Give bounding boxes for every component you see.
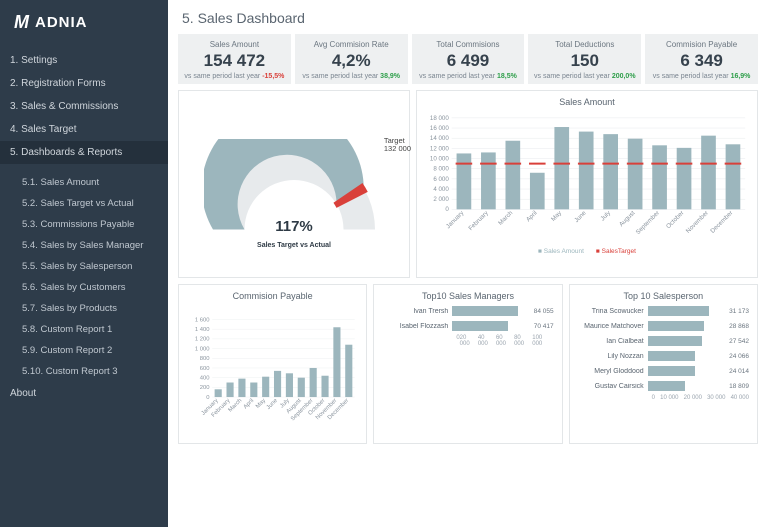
- hbar-row-5: Gustav Cairsick 18 809: [578, 380, 749, 392]
- svg-text:600: 600: [200, 366, 211, 372]
- hbar-row-3: Lily Nozzan 24 066: [578, 350, 749, 362]
- page-title: 5. Sales Dashboard: [168, 0, 768, 34]
- svg-text:September: September: [635, 210, 661, 236]
- sidebar-subitem-4[interactable]: 5.5. Sales by Salesperson: [0, 256, 168, 277]
- gauge-subtitle: Sales Target vs Actual: [204, 242, 384, 249]
- svg-text:1 200: 1 200: [195, 337, 210, 343]
- top-salesperson-card: Top 10 Salesperson Trina Scowucker 31 17…: [569, 284, 758, 444]
- sidebar-item-2[interactable]: 3. Sales & Commissions: [0, 95, 168, 118]
- sidebar-item-3[interactable]: 4. Sales Target: [0, 118, 168, 141]
- svg-text:October: October: [665, 210, 686, 231]
- hbar-row-0: Trina Scowucker 31 173: [578, 305, 749, 317]
- top-salesperson-title: Top 10 Salesperson: [578, 291, 749, 301]
- nav-sub: 5.1. Sales Amount5.2. Sales Target vs Ac…: [0, 172, 168, 382]
- sales-legend: Sales Amount SalesTarget: [425, 248, 749, 255]
- svg-text:10 000: 10 000: [430, 155, 449, 162]
- svg-text:200: 200: [200, 385, 211, 391]
- svg-text:December: December: [709, 210, 734, 235]
- svg-text:August: August: [618, 209, 637, 228]
- top-salesperson-chart: Trina Scowucker 31 173 Maurice Matchover…: [578, 305, 749, 401]
- svg-text:March: March: [228, 398, 244, 414]
- svg-text:0: 0: [206, 395, 210, 401]
- commission-title: Commision Payable: [187, 291, 358, 301]
- gauge-card: 117% Sales Target vs Actual Target 132 0…: [178, 90, 410, 278]
- svg-text:400: 400: [200, 375, 211, 381]
- hbar-row-1: Maurice Matchover 28 868: [578, 320, 749, 332]
- svg-text:April: April: [243, 398, 256, 411]
- svg-text:0: 0: [445, 206, 449, 213]
- svg-text:February: February: [467, 209, 490, 232]
- sidebar-subitem-7[interactable]: 5.8. Custom Report 1: [0, 319, 168, 340]
- svg-text:June: June: [266, 398, 279, 411]
- sales-amount-chart: 0 2 000 4 000 6 000 8 000 10 000 12 000 14 000 1…: [425, 111, 749, 241]
- sidebar-footer[interactable]: About: [0, 382, 168, 405]
- svg-text:April: April: [525, 210, 539, 224]
- gauge: 117% Sales Target vs Actual: [204, 139, 384, 239]
- hbar-row-2: Ian Cialbeat 27 542: [578, 335, 749, 347]
- sidebar-subitem-6[interactable]: 5.7. Sales by Products: [0, 298, 168, 319]
- kpi-0: Sales Amount 154 472 vs same period last…: [178, 34, 291, 84]
- kpi-1: Avg Commision Rate 4,2% vs same period l…: [295, 34, 408, 84]
- svg-text:12 000: 12 000: [430, 145, 449, 152]
- logo-text: ADNIA: [35, 14, 88, 31]
- kpi-4: Commision Payable 6 349 vs same period l…: [645, 34, 758, 84]
- svg-text:2 000: 2 000: [433, 196, 449, 203]
- hbar-row-4: Meryl Gloddood 24 014: [578, 365, 749, 377]
- sidebar: M ADNIA 1. Settings2. Registration Forms…: [0, 0, 168, 527]
- svg-text:1 000: 1 000: [195, 346, 210, 352]
- main: 5. Sales Dashboard Sales Amount 154 472 …: [168, 0, 768, 527]
- svg-text:18 000: 18 000: [430, 115, 449, 122]
- sidebar-item-4[interactable]: 5. Dashboards & Reports: [0, 141, 168, 164]
- svg-text:14 000: 14 000: [430, 135, 449, 142]
- kpi-3: Total Deductions 150 vs same period last…: [528, 34, 641, 84]
- svg-text:May: May: [550, 209, 564, 223]
- top-managers-card: Top10 Sales Managers Ivan Trersh 84 055 …: [373, 284, 562, 444]
- sidebar-subitem-9[interactable]: 5.10. Custom Report 3: [0, 361, 168, 382]
- sidebar-subitem-8[interactable]: 5.9. Custom Report 2: [0, 340, 168, 361]
- svg-text:May: May: [255, 398, 267, 410]
- svg-text:July: July: [599, 209, 612, 222]
- top-managers-chart: Ivan Trersh 84 055 Isabel Flozzash 70 41…: [382, 305, 553, 347]
- svg-text:6 000: 6 000: [433, 176, 449, 183]
- nav: 1. Settings2. Registration Forms3. Sales…: [0, 49, 168, 164]
- sidebar-item-0[interactable]: 1. Settings: [0, 49, 168, 72]
- sidebar-item-1[interactable]: 2. Registration Forms: [0, 72, 168, 95]
- svg-text:4 000: 4 000: [433, 186, 449, 193]
- svg-text:1 600: 1 600: [195, 317, 210, 323]
- kpi-row: Sales Amount 154 472 vs same period last…: [168, 34, 768, 84]
- commission-card: Commision Payable 0 200 400 600 800 1 000 1 20…: [178, 284, 367, 444]
- kpi-2: Total Commisions 6 499 vs same period la…: [412, 34, 525, 84]
- sidebar-subitem-0[interactable]: 5.1. Sales Amount: [0, 172, 168, 193]
- logo-mark: M: [14, 12, 29, 33]
- sidebar-subitem-1[interactable]: 5.2. Sales Target vs Actual: [0, 193, 168, 214]
- sidebar-subitem-3[interactable]: 5.4. Sales by Sales Manager: [0, 235, 168, 256]
- sales-amount-title: Sales Amount: [425, 97, 749, 107]
- svg-text:8 000: 8 000: [433, 166, 449, 173]
- sidebar-subitem-5[interactable]: 5.6. Sales by Customers: [0, 277, 168, 298]
- sales-amount-card: Sales Amount 0 2 000 4 000 6 000 8 000 10 000…: [416, 90, 758, 278]
- svg-text:16 000: 16 000: [430, 125, 449, 132]
- commission-chart: 02004006008001 0001 2001 4001 600January…: [187, 305, 358, 435]
- hbar-row-1: Isabel Flozzash 70 417: [382, 320, 553, 332]
- svg-text:June: June: [573, 209, 588, 224]
- svg-text:November: November: [685, 210, 710, 235]
- sidebar-subitem-2[interactable]: 5.3. Commissions Payable: [0, 214, 168, 235]
- logo: M ADNIA: [0, 0, 168, 41]
- hbar-row-0: Ivan Trersh 84 055: [382, 305, 553, 317]
- svg-text:800: 800: [200, 356, 211, 362]
- gauge-target-label: Target 132 000: [384, 137, 411, 154]
- top-managers-title: Top10 Sales Managers: [382, 291, 553, 301]
- svg-text:1 400: 1 400: [195, 327, 210, 333]
- svg-text:March: March: [497, 209, 515, 227]
- gauge-percent: 117%: [204, 218, 384, 235]
